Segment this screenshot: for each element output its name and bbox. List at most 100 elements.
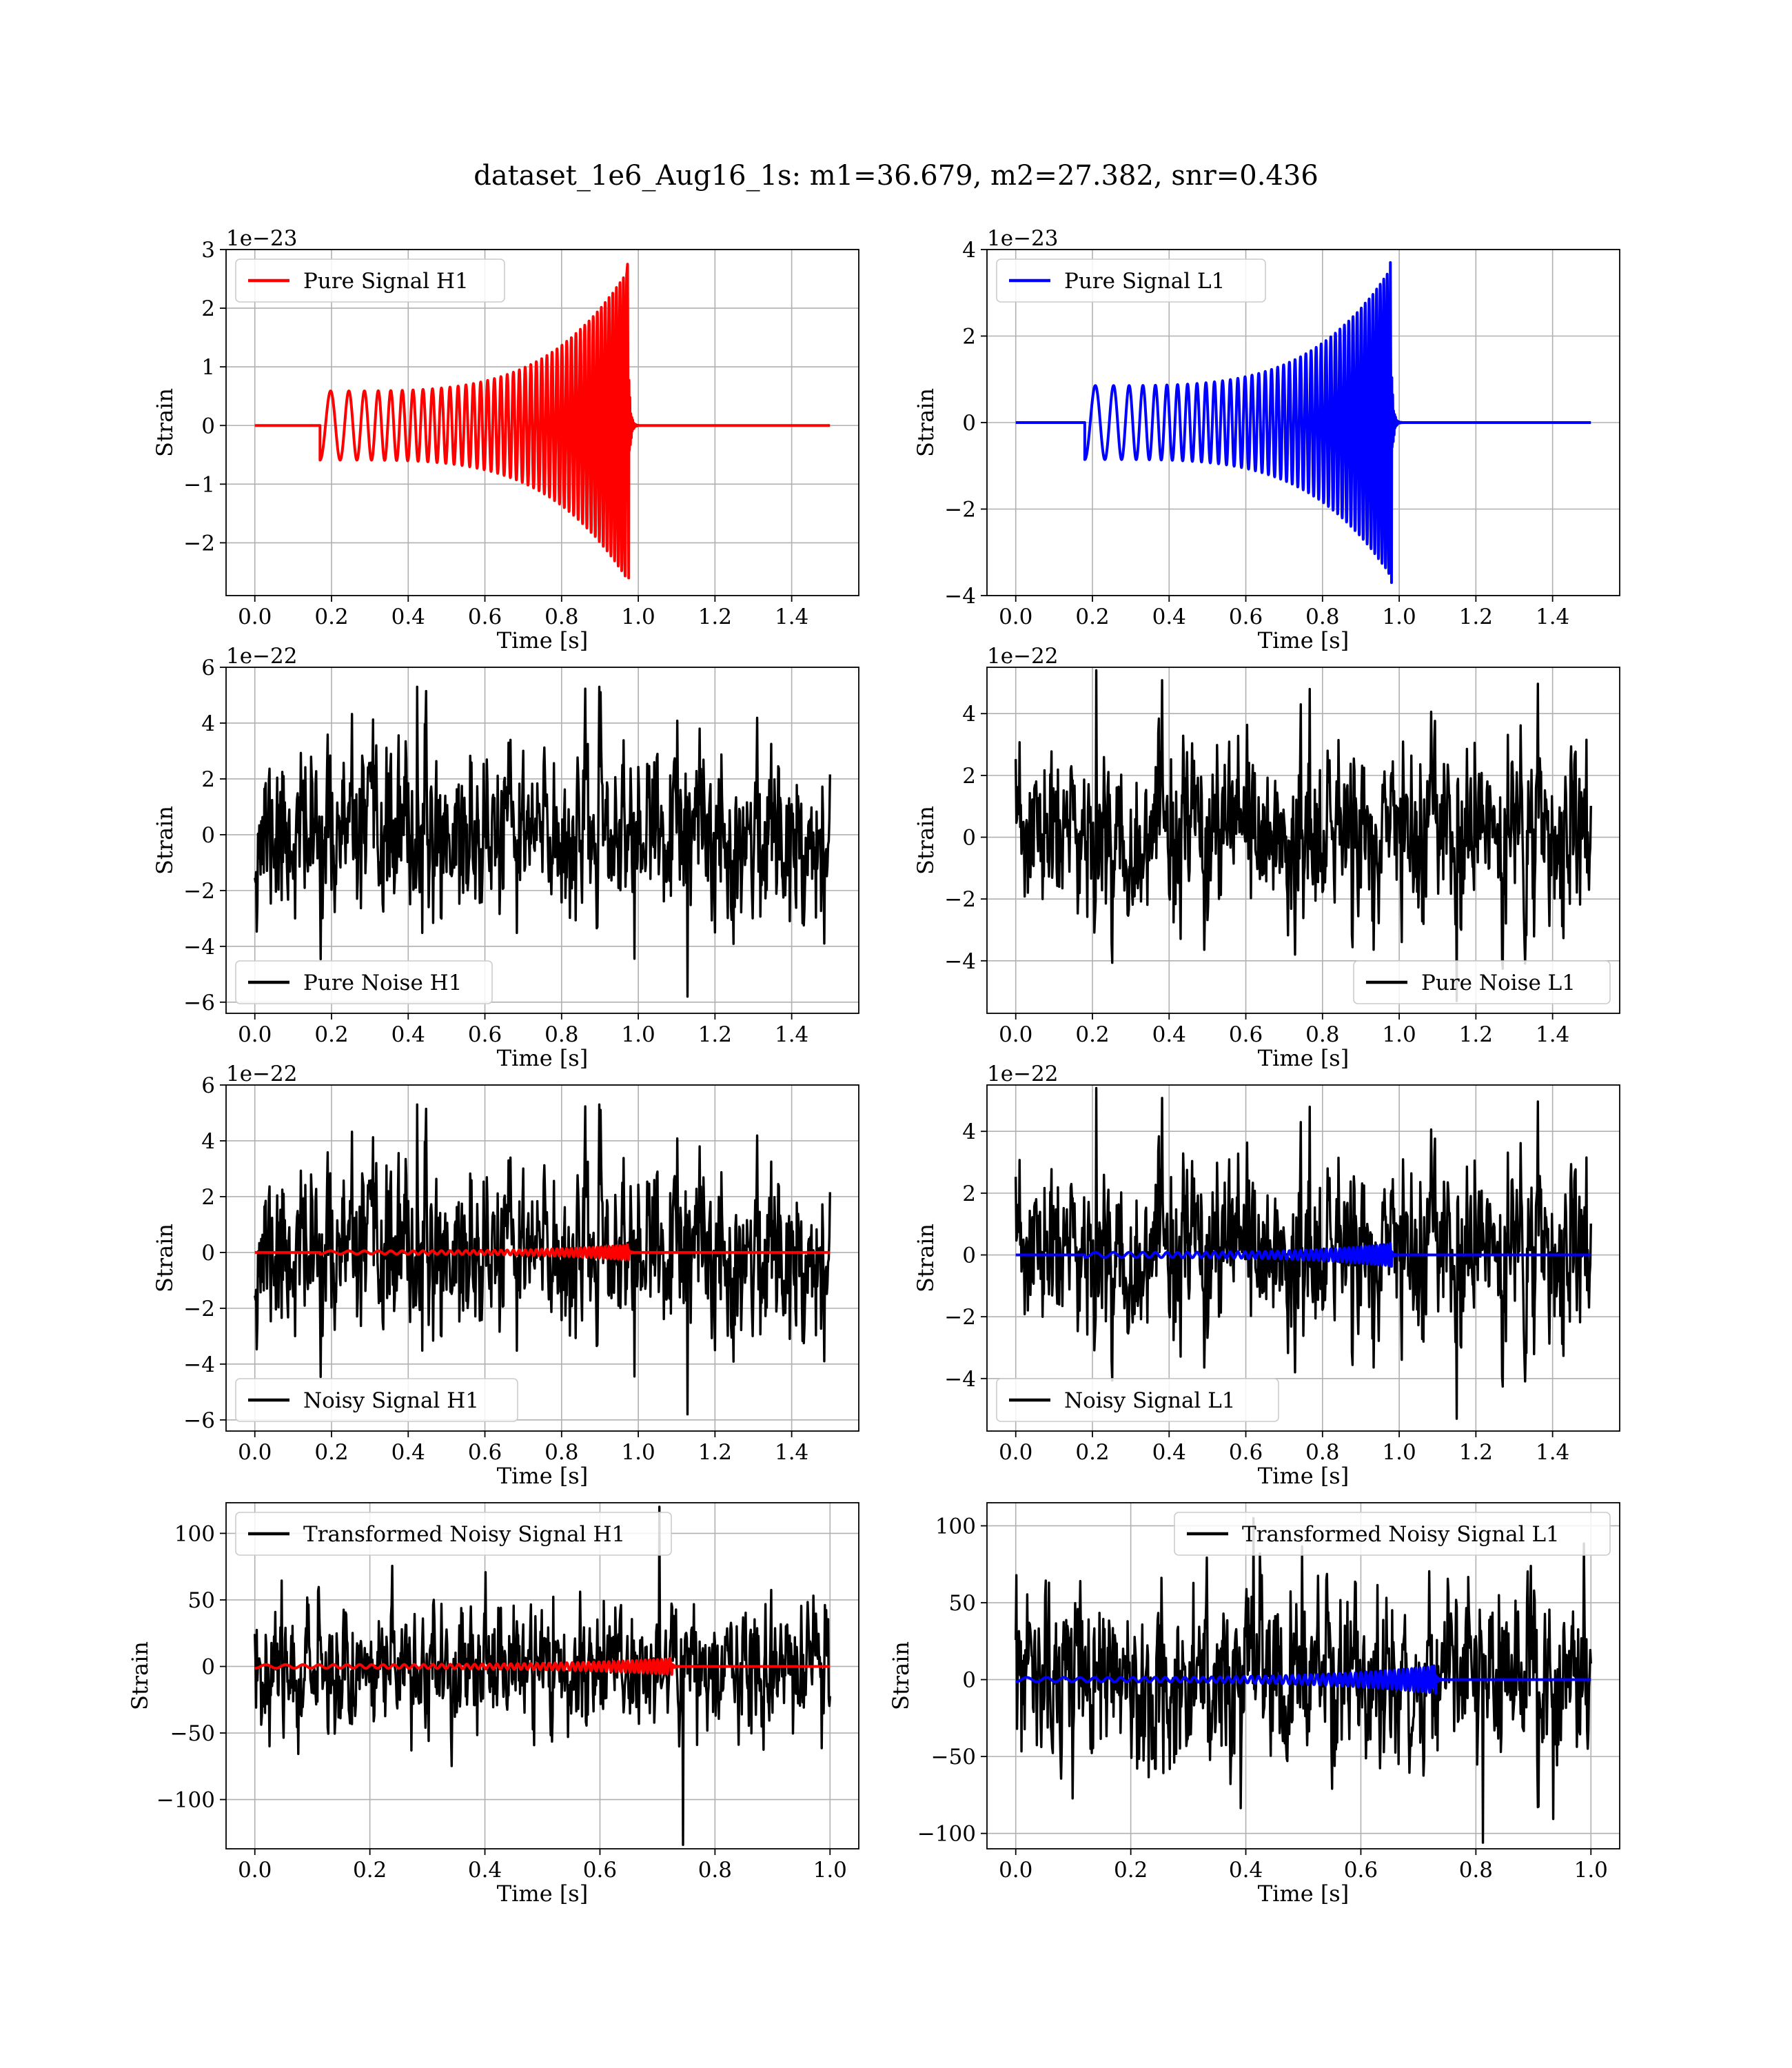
x-tick-label: 0.2 [314, 1022, 348, 1047]
y-tick-label: 4 [201, 711, 215, 736]
axes-frame [225, 667, 859, 1014]
x-tick-label: 0.0 [238, 1022, 272, 1047]
x-tick-label: 0.2 [314, 605, 348, 629]
legend-label: Pure Signal H1 [303, 269, 469, 294]
y-tick-label: 2 [962, 764, 976, 789]
x-tick-label: 1.0 [1382, 1022, 1416, 1047]
y-tick-label: −100 [917, 1822, 976, 1847]
x-tick-label: 0.4 [1152, 1022, 1186, 1047]
x-tick-label: 0.8 [1305, 1440, 1339, 1465]
legend-box [1353, 960, 1611, 1004]
y-offset-exponent: 1e−22 [987, 1062, 1059, 1086]
y-offset-exponent: 1e−22 [226, 644, 298, 669]
x-axis-label: Time [s] [497, 1881, 588, 1907]
y-tick-label: 0 [201, 414, 215, 438]
y-offset-exponent: 1e−23 [987, 226, 1059, 251]
legend-box [235, 258, 505, 303]
legend: Pure Noise H1 [235, 960, 493, 1004]
axes-frame [986, 1502, 1620, 1849]
series-line-pure-signal-h1 [254, 263, 831, 580]
y-axis-label: Strain [913, 806, 939, 875]
x-tick-label: 0.4 [1152, 605, 1186, 629]
x-tick-label: 1.4 [775, 605, 808, 629]
series-line-pure-noise-l1 [1015, 669, 1592, 1002]
legend: Noisy Signal H1 [235, 1378, 518, 1422]
series-line-pure-noise-h1 [254, 685, 831, 998]
y-tick-label: 2 [962, 1182, 976, 1206]
x-tick-label: 0.2 [353, 1858, 387, 1883]
x-tick-label: 0.6 [583, 1858, 617, 1883]
x-tick-label: 0.8 [1305, 1022, 1339, 1047]
y-tick-label: 6 [201, 1073, 215, 1098]
axes-frame [225, 1084, 859, 1432]
x-tick-label: 1.4 [1536, 1440, 1569, 1465]
y-tick-label: −6 [183, 1408, 215, 1433]
x-tick-label: 0.2 [1075, 1440, 1109, 1465]
legend-box [1174, 1512, 1611, 1556]
x-tick-label: 0.8 [544, 1022, 578, 1047]
x-tick-label: 0.6 [468, 1022, 502, 1047]
y-tick-label: 0 [962, 826, 976, 851]
axes-frame [225, 1502, 859, 1849]
y-tick-label: −4 [944, 949, 976, 974]
axes-frame [986, 667, 1620, 1014]
series-line-pure-signal-l1 [1015, 1241, 1591, 1268]
x-tick-label: 0.4 [391, 605, 425, 629]
x-tick-label: 0.0 [238, 605, 272, 629]
legend-label: Pure Noise L1 [1421, 971, 1576, 995]
y-tick-label: 4 [962, 238, 976, 263]
x-tick-label: 1.0 [813, 1858, 847, 1883]
y-tick-label: 4 [962, 1119, 976, 1144]
y-axis-label: Strain [913, 388, 939, 457]
x-tick-label: 0.2 [1075, 605, 1109, 629]
x-axis-label: Time [s] [497, 1045, 588, 1071]
axes-frame [986, 1084, 1620, 1432]
x-tick-label: 0.4 [1229, 1858, 1263, 1883]
y-tick-label: 0 [962, 1244, 976, 1268]
y-axis-label: Strain [152, 1224, 178, 1292]
x-tick-label: 0.4 [391, 1022, 425, 1047]
x-axis-label: Time [s] [497, 1463, 588, 1489]
series-line-transformed-noisy-signal-h1 [254, 1506, 831, 1846]
y-axis-label: Strain [152, 388, 178, 457]
y-tick-label: 0 [962, 411, 976, 436]
x-tick-label: 1.0 [1382, 1440, 1416, 1465]
legend-label: Pure Noise H1 [303, 971, 462, 995]
legend-box [235, 960, 493, 1004]
x-axis-label: Time [s] [1258, 1045, 1349, 1071]
legend-box [996, 1378, 1279, 1422]
series-line-noisy-signal-h1 [254, 1103, 831, 1416]
subplot-p01: 0.0 0.2 0.4 0.6 0.8 1.0 1.2 1.4 −4 −2 0 2 4 1e−23 Time… [913, 226, 1620, 653]
x-tick-label: 0.6 [468, 1440, 502, 1465]
series-line-pure-signal-h1 [254, 1243, 831, 1261]
x-tick-label: 1.0 [621, 605, 655, 629]
legend-box [235, 1378, 518, 1422]
y-axis-label: Strain [152, 806, 178, 875]
x-tick-label: 1.4 [775, 1440, 808, 1465]
y-tick-label: −4 [944, 1367, 976, 1392]
series-line-noisy-signal-l1 [1015, 1086, 1592, 1420]
x-tick-label: 0.8 [544, 605, 578, 629]
y-tick-label: 4 [201, 1129, 215, 1154]
y-offset-exponent: 1e−22 [226, 1062, 298, 1086]
legend-label: Transformed Noisy Signal L1 [1242, 1522, 1560, 1547]
y-tick-label: −2 [944, 1305, 976, 1330]
y-axis-label: Strain [888, 1641, 914, 1710]
x-tick-label: 0.6 [1229, 605, 1263, 629]
legend: Pure Noise L1 [1353, 960, 1611, 1004]
subplot-p20: 0.0 0.2 0.4 0.6 0.8 1.0 1.2 1.4 −6 −4 −2 0 2 4 6 1e−22 T… [152, 1062, 859, 1489]
legend: Transformed Noisy Signal L1 [1174, 1512, 1611, 1556]
x-tick-label: 0.6 [468, 605, 502, 629]
y-offset-exponent: 1e−23 [226, 226, 298, 251]
legend-box [996, 258, 1266, 303]
x-tick-label: 0.8 [698, 1858, 732, 1883]
x-tick-label: 0.2 [1114, 1858, 1148, 1883]
x-tick-label: 0.6 [1229, 1440, 1263, 1465]
y-tick-label: 2 [201, 767, 215, 792]
subplot-p31: 0.0 0.2 0.4 0.6 0.8 1.0 −100 −50 0 50 100 Time [s] S… [888, 1502, 1620, 1907]
x-tick-label: 1.2 [1459, 1440, 1493, 1465]
y-tick-label: −100 [156, 1788, 215, 1813]
y-tick-label: 50 [188, 1588, 215, 1613]
y-tick-label: 2 [201, 1185, 215, 1210]
x-tick-label: 0.6 [1344, 1858, 1378, 1883]
